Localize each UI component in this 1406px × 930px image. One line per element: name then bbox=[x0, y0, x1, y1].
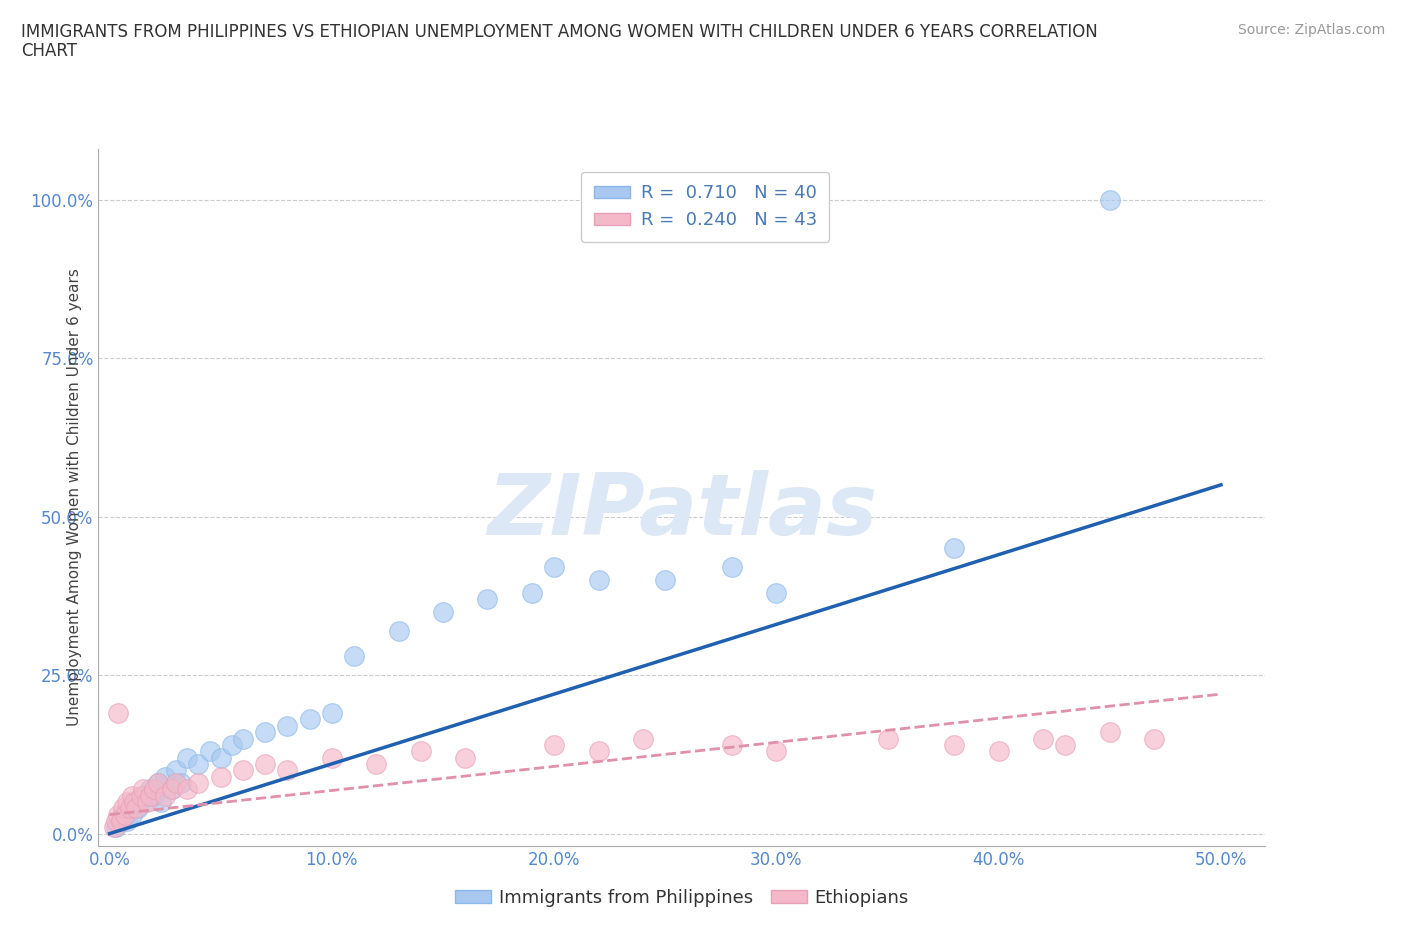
Point bbox=[121, 801, 143, 816]
Point bbox=[107, 807, 129, 822]
Point bbox=[114, 807, 136, 822]
Point bbox=[209, 769, 232, 784]
Point bbox=[134, 794, 156, 809]
Point bbox=[254, 756, 277, 771]
Point bbox=[125, 801, 148, 816]
Point bbox=[765, 744, 787, 759]
Point bbox=[1032, 731, 1054, 746]
Text: Source: ZipAtlas.com: Source: ZipAtlas.com bbox=[1237, 23, 1385, 37]
Point bbox=[387, 623, 409, 638]
Point bbox=[117, 794, 139, 809]
Point bbox=[765, 585, 787, 600]
Y-axis label: Unemployment Among Women with Children Under 6 years: Unemployment Among Women with Children U… bbox=[66, 269, 82, 726]
Point bbox=[111, 807, 134, 822]
Point bbox=[298, 712, 321, 727]
Point bbox=[165, 776, 187, 790]
Point bbox=[143, 782, 166, 797]
Point bbox=[121, 807, 143, 822]
Point bbox=[1098, 724, 1121, 739]
Point bbox=[153, 769, 176, 784]
Point bbox=[127, 801, 149, 816]
Point bbox=[121, 788, 143, 803]
Point bbox=[254, 724, 277, 739]
Point bbox=[110, 814, 132, 829]
Point bbox=[160, 782, 183, 797]
Point bbox=[276, 718, 298, 733]
Point bbox=[221, 737, 243, 752]
Point bbox=[165, 763, 187, 777]
Point bbox=[117, 814, 139, 829]
Point bbox=[148, 776, 170, 790]
Point bbox=[132, 788, 155, 803]
Point bbox=[153, 788, 176, 803]
Point bbox=[148, 776, 170, 790]
Point bbox=[543, 737, 565, 752]
Text: CHART: CHART bbox=[21, 42, 77, 60]
Point bbox=[107, 706, 129, 721]
Point bbox=[876, 731, 898, 746]
Point bbox=[1098, 193, 1121, 207]
Point bbox=[588, 744, 610, 759]
Point bbox=[111, 801, 134, 816]
Point bbox=[132, 782, 155, 797]
Text: ZIPatlas: ZIPatlas bbox=[486, 470, 877, 553]
Point bbox=[1143, 731, 1166, 746]
Point bbox=[588, 573, 610, 588]
Point bbox=[209, 751, 232, 765]
Point bbox=[454, 751, 477, 765]
Point bbox=[477, 591, 499, 606]
Point bbox=[105, 820, 128, 835]
Point bbox=[520, 585, 543, 600]
Point bbox=[187, 776, 209, 790]
Point bbox=[321, 751, 343, 765]
Point bbox=[103, 820, 125, 835]
Point bbox=[176, 782, 198, 797]
Point bbox=[149, 794, 172, 809]
Point bbox=[129, 788, 152, 803]
Point bbox=[105, 814, 128, 829]
Point bbox=[1054, 737, 1077, 752]
Text: IMMIGRANTS FROM PHILIPPINES VS ETHIOPIAN UNEMPLOYMENT AMONG WOMEN WITH CHILDREN : IMMIGRANTS FROM PHILIPPINES VS ETHIOPIAN… bbox=[21, 23, 1098, 41]
Point bbox=[169, 776, 191, 790]
Point bbox=[343, 648, 366, 663]
Point bbox=[543, 560, 565, 575]
Point bbox=[432, 604, 454, 619]
Point bbox=[987, 744, 1010, 759]
Legend: Immigrants from Philippines, Ethiopians: Immigrants from Philippines, Ethiopians bbox=[449, 882, 915, 914]
Point bbox=[138, 788, 160, 803]
Point bbox=[232, 731, 254, 746]
Point bbox=[138, 782, 160, 797]
Point bbox=[136, 794, 159, 809]
Point bbox=[118, 801, 141, 816]
Point bbox=[321, 706, 343, 721]
Point bbox=[276, 763, 298, 777]
Point bbox=[631, 731, 654, 746]
Point bbox=[160, 782, 183, 797]
Point bbox=[187, 756, 209, 771]
Point bbox=[122, 794, 145, 809]
Point bbox=[198, 744, 221, 759]
Point bbox=[125, 794, 148, 809]
Point bbox=[721, 560, 744, 575]
Point bbox=[176, 751, 198, 765]
Point bbox=[366, 756, 388, 771]
Point bbox=[409, 744, 432, 759]
Point bbox=[943, 737, 966, 752]
Point bbox=[721, 737, 744, 752]
Point bbox=[654, 573, 676, 588]
Point bbox=[943, 541, 966, 556]
Point bbox=[110, 814, 132, 829]
Point bbox=[143, 788, 166, 803]
Point bbox=[232, 763, 254, 777]
